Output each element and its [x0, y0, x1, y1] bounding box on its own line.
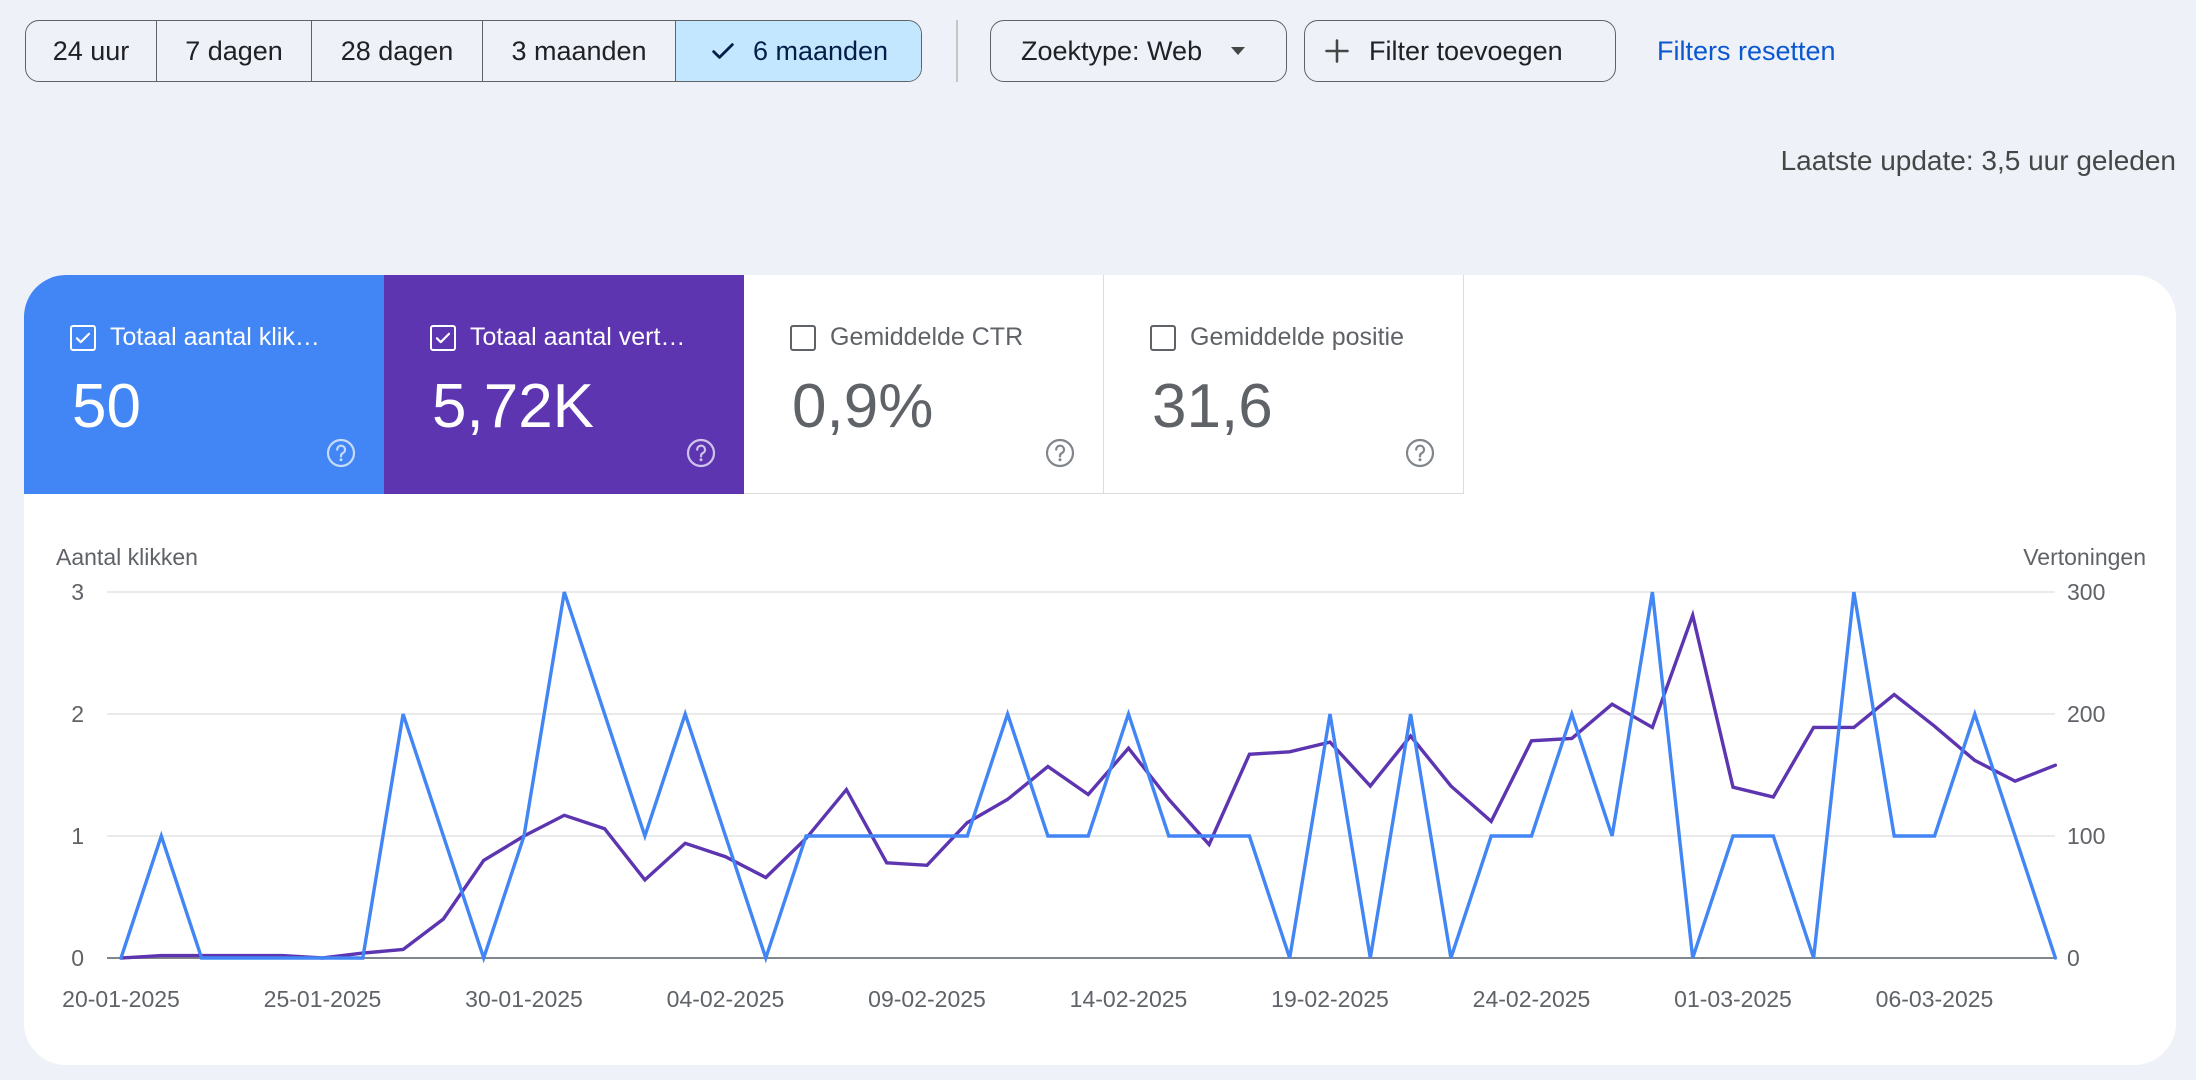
- x-tick-label: 19-02-2025: [1271, 986, 1389, 1012]
- clicks-series-line: [119, 591, 2058, 964]
- arrow-drop-down-icon: [1228, 45, 1248, 57]
- right-tick-label: 200: [2067, 701, 2105, 727]
- range-label: 28 dagen: [340, 35, 454, 66]
- right-axis-label: Vertoningen: [2023, 544, 2146, 570]
- help-circle-icon[interactable]: [685, 437, 717, 469]
- metric-label: Totaal aantal klik…: [110, 323, 320, 351]
- metric-label: Gemiddelde CTR: [830, 323, 1024, 351]
- left-tick-label: 2: [71, 701, 84, 727]
- performance-chart: 0 0 1 100 2 200 3 300 Aantal klikken Vertoningen 2…: [56, 544, 2146, 1012]
- range-label: 6 maanden: [752, 35, 889, 66]
- last-update-text: Laatste update: 3,5 uur geleden: [1780, 145, 2176, 176]
- metric-total-clicks[interactable]: Totaal aantal klik… 50: [24, 275, 384, 494]
- check-icon: [709, 37, 737, 65]
- x-tick-label: 09-02-2025: [868, 986, 986, 1012]
- metric-value: 50: [72, 372, 141, 441]
- search-type-dropdown[interactable]: Zoektype: Web: [990, 20, 1287, 82]
- search-type-label: Zoektype: Web: [1021, 35, 1203, 66]
- metric-total-impressions[interactable]: Totaal aantal vert… 5,72K: [384, 275, 744, 494]
- left-tick-label: 1: [71, 823, 84, 849]
- right-tick-label: 0: [2067, 945, 2080, 971]
- chart-labels: 0 0 1 100 2 200 3 300 Aantal klikken Vertoningen 2…: [56, 544, 2146, 1012]
- right-tick-label: 300: [2067, 579, 2105, 605]
- checkbox-checked-icon[interactable]: [430, 324, 456, 351]
- range-6-months[interactable]: 6 maanden: [676, 21, 921, 81]
- reset-filters-link[interactable]: Filters resetten: [1657, 35, 1836, 66]
- impressions-series-line: [119, 609, 2058, 960]
- left-tick-label: 3: [71, 579, 84, 605]
- x-tick-label: 24-02-2025: [1473, 986, 1591, 1012]
- range-7-days[interactable]: 7 dagen: [157, 21, 312, 81]
- x-tick-label: 25-01-2025: [264, 986, 382, 1012]
- x-tick-label: 04-02-2025: [667, 986, 785, 1012]
- range-28-days[interactable]: 28 dagen: [312, 21, 483, 81]
- metric-tiles: Totaal aantal klik… 50 Totaal aantal ver…: [24, 275, 1464, 494]
- x-tick-label: 06-03-2025: [1876, 986, 1994, 1012]
- left-tick-label: 0: [71, 945, 84, 971]
- metric-value: 5,72K: [432, 372, 595, 441]
- x-tick-label: 20-01-2025: [62, 986, 180, 1012]
- help-circle-icon[interactable]: [325, 437, 357, 469]
- range-label: 7 dagen: [185, 35, 283, 66]
- add-filter-label: Filter toevoegen: [1369, 35, 1563, 66]
- metric-average-position[interactable]: Gemiddelde positie 31,6: [1104, 275, 1464, 494]
- checkbox-unchecked-icon[interactable]: [1150, 324, 1176, 351]
- toolbar: 24 uur 7 dagen 28 dagen 3 maanden 6 maan…: [25, 20, 1836, 82]
- x-tick-label: 14-02-2025: [1070, 986, 1188, 1012]
- metric-value: 31,6: [1152, 372, 1273, 441]
- x-tick-label: 01-03-2025: [1674, 986, 1792, 1012]
- checkbox-unchecked-icon[interactable]: [790, 324, 816, 351]
- metric-label: Gemiddelde positie: [1190, 323, 1405, 351]
- performance-card: 0 0 1 100 2 200 3 300 Aantal klikken Vertoningen 2…: [24, 275, 2176, 1065]
- metric-average-ctr[interactable]: Gemiddelde CTR 0,9%: [744, 275, 1104, 494]
- help-circle-icon[interactable]: [1404, 437, 1436, 469]
- metric-value: 0,9%: [792, 372, 934, 441]
- x-tick-label: 30-01-2025: [465, 986, 583, 1012]
- left-axis-label: Aantal klikken: [56, 544, 198, 570]
- range-24-hours[interactable]: 24 uur: [26, 21, 157, 81]
- range-3-months[interactable]: 3 maanden: [483, 21, 676, 81]
- range-label: 3 maanden: [511, 35, 647, 66]
- chart-series: [119, 591, 2058, 964]
- chart-grid: [107, 591, 2055, 959]
- help-circle-icon[interactable]: [1044, 437, 1076, 469]
- date-range-selector: 24 uur 7 dagen 28 dagen 3 maanden 6 maan…: [25, 20, 922, 82]
- plus-icon: [1323, 37, 1351, 65]
- toolbar-divider: [956, 20, 958, 82]
- range-label: 24 uur: [52, 35, 130, 66]
- checkbox-checked-icon[interactable]: [70, 324, 96, 351]
- metric-label: Totaal aantal vert…: [470, 323, 686, 351]
- right-tick-label: 100: [2067, 823, 2105, 849]
- add-filter-button[interactable]: Filter toevoegen: [1304, 20, 1616, 82]
